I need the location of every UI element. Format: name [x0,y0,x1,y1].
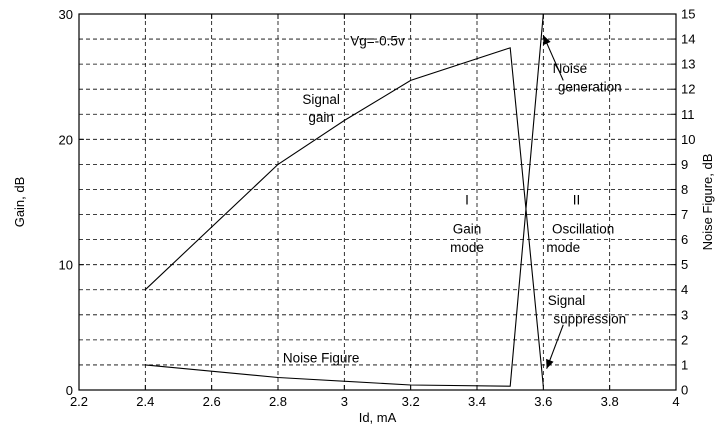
annotation-text: Noise Figure [283,350,360,365]
annotation-text: mode [450,240,484,255]
right-y-axis-label: Noise Figure, dB [700,154,715,251]
right-y-tick-label: 5 [681,257,688,272]
x-tick-label: 2.2 [70,394,88,409]
tick-marks [78,13,677,391]
left-y-tick-label: 10 [59,258,73,273]
right-y-tick-label: 11 [681,107,695,122]
left-y-tick-label: 20 [59,132,73,147]
annotation-text: Signal [302,92,340,107]
right-y-tick-label: 0 [681,383,688,398]
right-y-tick-label: 6 [681,232,688,247]
right-y-tick-label: 12 [681,82,695,97]
right-y-tick-label: 13 [681,57,695,72]
left-y-tick-label: 0 [66,383,73,398]
right-y-tick-label: 1 [681,357,688,372]
left-y-tick-label: 30 [59,7,73,22]
right-y-tick-label: 10 [681,132,695,147]
annotation-arrows [542,35,564,369]
x-tick-label: 4 [672,394,679,409]
annotation-text: Signal [548,293,586,308]
annotation-text: Noise [553,61,588,76]
right-y-tick-label: 14 [681,32,695,47]
right-y-tick-label: 9 [681,157,688,172]
annotation-text: I [465,193,469,208]
annotation-text: Vg=-0.5v [350,33,405,48]
x-tick-label: 3.4 [468,394,486,409]
tick-labels: 2.2 2.4 2.6 2.8 3 3.2 3.4 3.6 3.8 401234567891011… [59,7,696,410]
x-tick-label: 3.8 [601,394,619,409]
plot-frame [78,13,677,391]
x-tick-label: 2.8 [269,394,287,409]
annotation-text: suppression [553,312,626,327]
x-tick-label: 3.2 [402,394,420,409]
signal-suppression-arrowhead [546,358,554,369]
right-y-tick-label: 4 [681,282,688,297]
right-y-tick-label: 3 [681,307,688,322]
noise-generation-arrowhead [543,35,551,46]
right-y-tick-label: 7 [681,207,688,222]
annotation-text: mode [546,240,580,255]
annotation-text: gain [308,110,334,125]
x-tick-label: 2.6 [203,394,221,409]
signal-gain-line [144,47,544,387]
x-tick-label: 3.6 [534,394,552,409]
annotation-text: Gain [453,221,482,236]
annotation-text: generation [558,80,622,95]
grid-lines [79,14,676,390]
x-tick-label: 3 [341,394,348,409]
x-axis-label: Id, mA [359,410,397,425]
right-y-tick-label: 2 [681,332,688,347]
annotation-text: Oscillation [552,221,614,236]
left-y-axis-label: Gain, dB [12,177,27,228]
right-y-tick-label: 8 [681,182,688,197]
x-tick-label: 2.4 [136,394,154,409]
series-layer [144,13,544,387]
annotation-text: II [573,193,581,208]
right-y-tick-label: 15 [681,7,695,22]
annotations: Vg=-0.5v Signal gain I Gain mode II Oscillation… [283,33,626,365]
noise-figure-line [145,13,544,387]
